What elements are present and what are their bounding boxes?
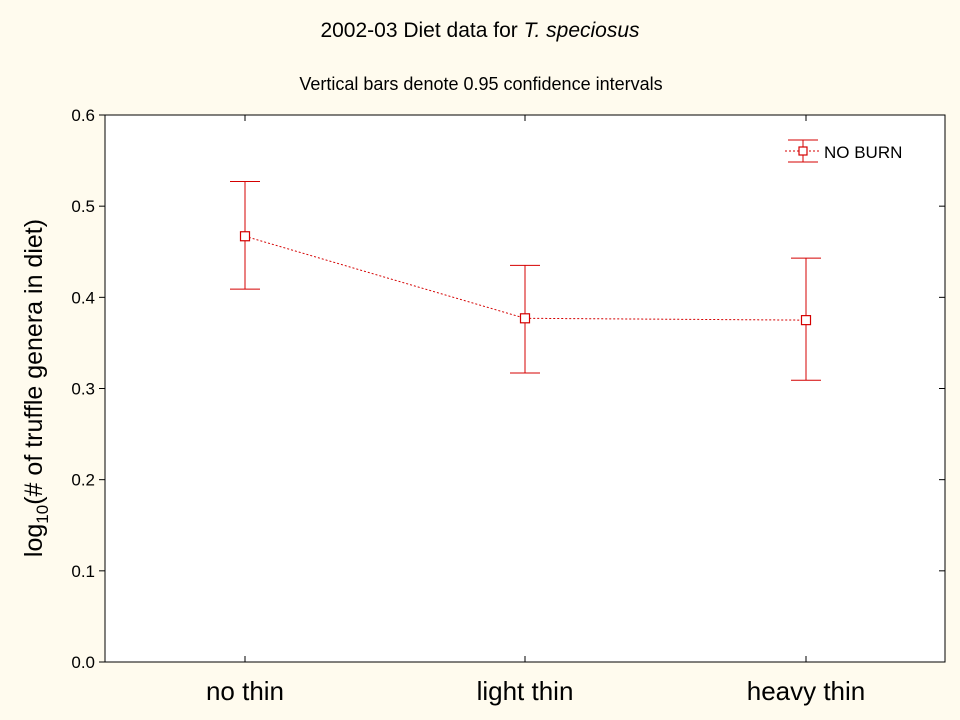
legend-marker xyxy=(798,146,808,156)
y-tick-label: 0.1 xyxy=(71,562,95,581)
y-tick-label: 0.0 xyxy=(71,653,95,672)
x-tick-label: heavy thin xyxy=(747,676,866,706)
x-tick-label: light thin xyxy=(477,676,574,706)
y-tick-label: 0.6 xyxy=(71,106,95,125)
y-axis-label-log: log xyxy=(20,524,48,557)
legend-label: NO BURN xyxy=(824,143,902,162)
chart-subtitle: Vertical bars denote 0.95 confidence int… xyxy=(299,74,662,94)
y-axis-label: log10(# of truffle genera in diet) xyxy=(20,219,52,557)
chart-title-species: T. speciosus xyxy=(524,19,640,42)
y-tick-label: 0.2 xyxy=(71,471,95,490)
y-axis-label-rest: (# of truffle genera in diet) xyxy=(20,219,48,505)
y-tick-label: 0.3 xyxy=(71,380,95,399)
legend: NO BURN xyxy=(785,139,902,163)
y-tick-label: 0.5 xyxy=(71,197,95,216)
y-axis-label-subscript: 10 xyxy=(33,505,52,524)
data-point-marker xyxy=(519,313,531,324)
plot-area xyxy=(104,114,946,663)
chart-title-main: 2002-03 Diet data for xyxy=(320,19,523,42)
data-point-marker xyxy=(239,231,251,242)
x-tick-label: no thin xyxy=(206,676,284,706)
series-line xyxy=(244,235,807,321)
series-layer xyxy=(230,181,821,381)
y-axis-ticks: 0.0 0.1 0.2 0.3 0.4 0.5 0.6 xyxy=(71,106,945,672)
data-point-marker xyxy=(800,315,812,326)
chart-title: 2002-03 Diet data for T. speciosus xyxy=(320,19,640,42)
y-tick-label: 0.4 xyxy=(71,288,95,307)
x-axis-ticks: no thin light thin heavy thin xyxy=(206,115,865,706)
